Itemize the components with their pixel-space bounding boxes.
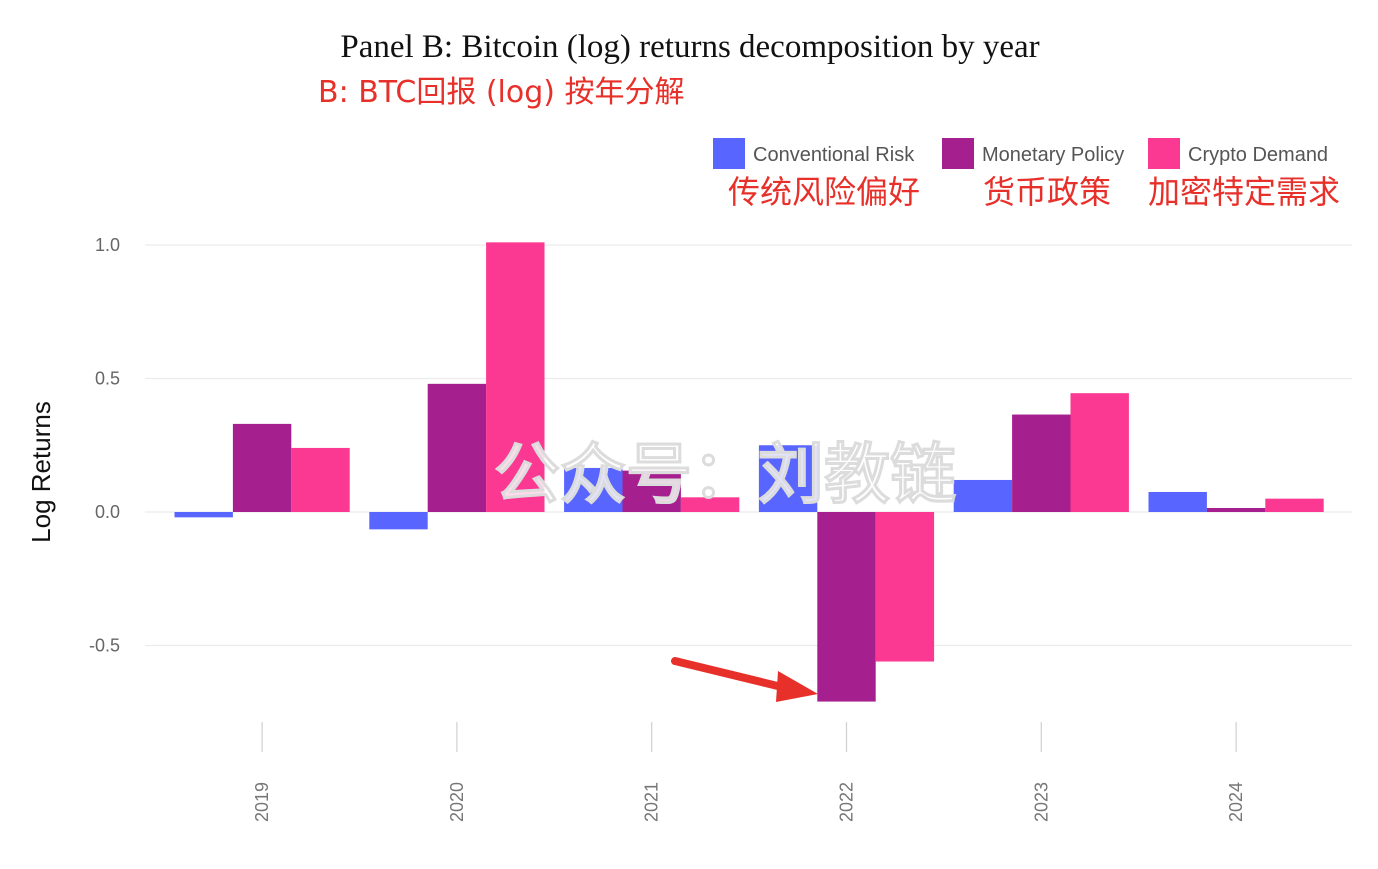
bar-monetary-policy-2019 — [232, 423, 292, 512]
bar-crypto-demand-2022 — [875, 512, 935, 662]
bar-conventional-risk-2019 — [174, 512, 233, 518]
legend-annotation: 传统风险偏好 — [728, 173, 920, 211]
legend-label: Monetary Policy — [982, 144, 1124, 166]
x-tick-label: 2024 — [1226, 782, 1246, 822]
annotation-arrow — [671, 657, 818, 702]
bars — [174, 242, 1324, 702]
watermark-text: 公众号：刘教链 — [494, 436, 956, 513]
x-tick-label: 2020 — [447, 782, 467, 822]
legend-annotation: 加密特定需求 — [1148, 173, 1340, 211]
legend-swatch — [713, 138, 745, 169]
bar-crypto-demand-2024 — [1265, 498, 1324, 512]
bar-monetary-policy-2024 — [1206, 507, 1266, 512]
chart-title: Panel B: Bitcoin (log) returns decomposi… — [340, 29, 1039, 65]
y-tick-label: -0.5 — [89, 636, 120, 656]
x-tick-label: 2021 — [642, 782, 662, 822]
bar-crypto-demand-2021 — [680, 497, 740, 512]
x-tick-label: 2022 — [837, 782, 857, 822]
y-tick-label: 1.0 — [95, 235, 120, 255]
bar-conventional-risk-2023 — [953, 479, 1013, 512]
x-tick-label: 2019 — [252, 782, 272, 822]
legend-swatch — [942, 138, 974, 169]
bar-conventional-risk-2024 — [1148, 491, 1207, 512]
bar-monetary-policy-2023 — [1012, 414, 1071, 512]
arrow-shaft — [671, 657, 794, 693]
x-axis-ticks: 2019 2020 2021 2022 2023 2024 — [252, 722, 1246, 822]
bar-crypto-demand-2023 — [1070, 393, 1129, 512]
chart-subtitle: B: BTC回报 (log) 按年分解 — [318, 75, 685, 110]
legend: Conventional Risk 传统风险偏好 Monetary Policy 货币… — [713, 138, 1340, 211]
y-axis-ticks: -0.5 0.0 0.5 1.0 — [89, 235, 120, 656]
bar-conventional-risk-2021 — [564, 467, 623, 512]
bar-monetary-policy-2022 — [817, 512, 876, 702]
legend-swatch — [1148, 138, 1180, 169]
legend-label: Crypto Demand — [1188, 144, 1328, 166]
bar-conventional-risk-2020 — [369, 512, 428, 530]
bar-monetary-policy-2020 — [427, 383, 487, 512]
x-tick-label: 2023 — [1031, 782, 1051, 822]
bar-conventional-risk-2022 — [758, 445, 818, 512]
y-tick-label: 0.5 — [95, 369, 120, 389]
y-tick-label: 0.0 — [95, 502, 120, 522]
legend-annotation: 货币政策 — [983, 173, 1111, 211]
bar-monetary-policy-2021 — [622, 470, 681, 512]
bar-crypto-demand-2019 — [291, 447, 350, 512]
y-axis-label: Log Returns — [26, 401, 56, 543]
legend-label: Conventional Risk — [753, 144, 915, 166]
bar-crypto-demand-2020 — [486, 242, 545, 512]
arrow-head — [776, 671, 818, 702]
